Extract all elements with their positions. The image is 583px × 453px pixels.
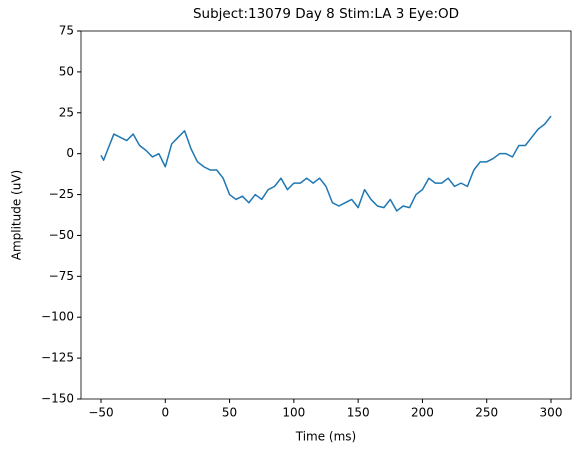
y-tick-label: 50 bbox=[59, 64, 74, 78]
y-tick-label: 25 bbox=[59, 105, 74, 119]
plot-frame bbox=[80, 30, 572, 400]
x-tick-label: 300 bbox=[540, 406, 563, 420]
y-axis-label: Amplitude (uV) bbox=[10, 170, 24, 261]
x-tick-label: −50 bbox=[88, 406, 113, 420]
y-tick-label: −25 bbox=[49, 187, 74, 201]
x-tick-label: 250 bbox=[475, 406, 498, 420]
x-tick-label: 50 bbox=[222, 406, 237, 420]
y-tick-label: −100 bbox=[41, 310, 74, 324]
y-tick-label: 75 bbox=[59, 24, 74, 38]
x-axis-label: Time (ms) bbox=[295, 430, 357, 444]
line-series bbox=[100, 115, 552, 212]
x-tick-label: 0 bbox=[161, 406, 169, 420]
x-tick-label: 150 bbox=[347, 406, 370, 420]
y-tick-label: 0 bbox=[66, 146, 74, 160]
y-tick-label: −125 bbox=[41, 351, 74, 365]
y-tick-label: −50 bbox=[49, 228, 74, 242]
x-tick-label: 100 bbox=[282, 406, 305, 420]
y-tick-label: −150 bbox=[41, 392, 74, 406]
y-tick-label: −75 bbox=[49, 269, 74, 283]
chart-title: Subject:13079 Day 8 Stim:LA 3 Eye:OD bbox=[193, 6, 459, 22]
x-tick-label: 200 bbox=[411, 406, 434, 420]
